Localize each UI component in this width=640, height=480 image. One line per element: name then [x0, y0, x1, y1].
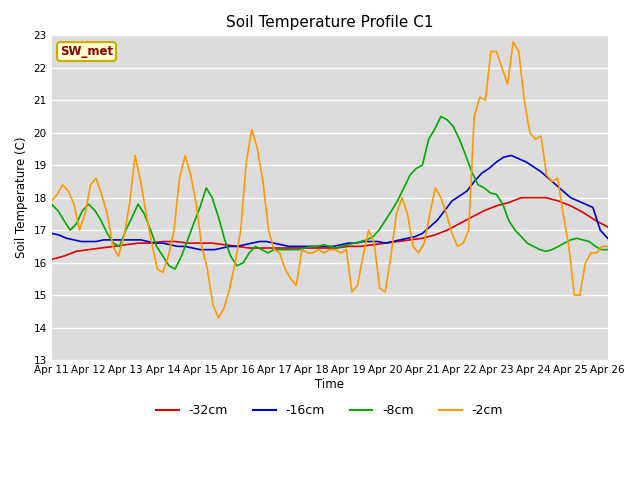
- X-axis label: Time: Time: [315, 378, 344, 391]
- Y-axis label: Soil Temperature (C): Soil Temperature (C): [15, 137, 28, 258]
- Title: Soil Temperature Profile C1: Soil Temperature Profile C1: [226, 15, 433, 30]
- Text: SW_met: SW_met: [60, 45, 113, 58]
- Legend: -32cm, -16cm, -8cm, -2cm: -32cm, -16cm, -8cm, -2cm: [151, 399, 508, 422]
